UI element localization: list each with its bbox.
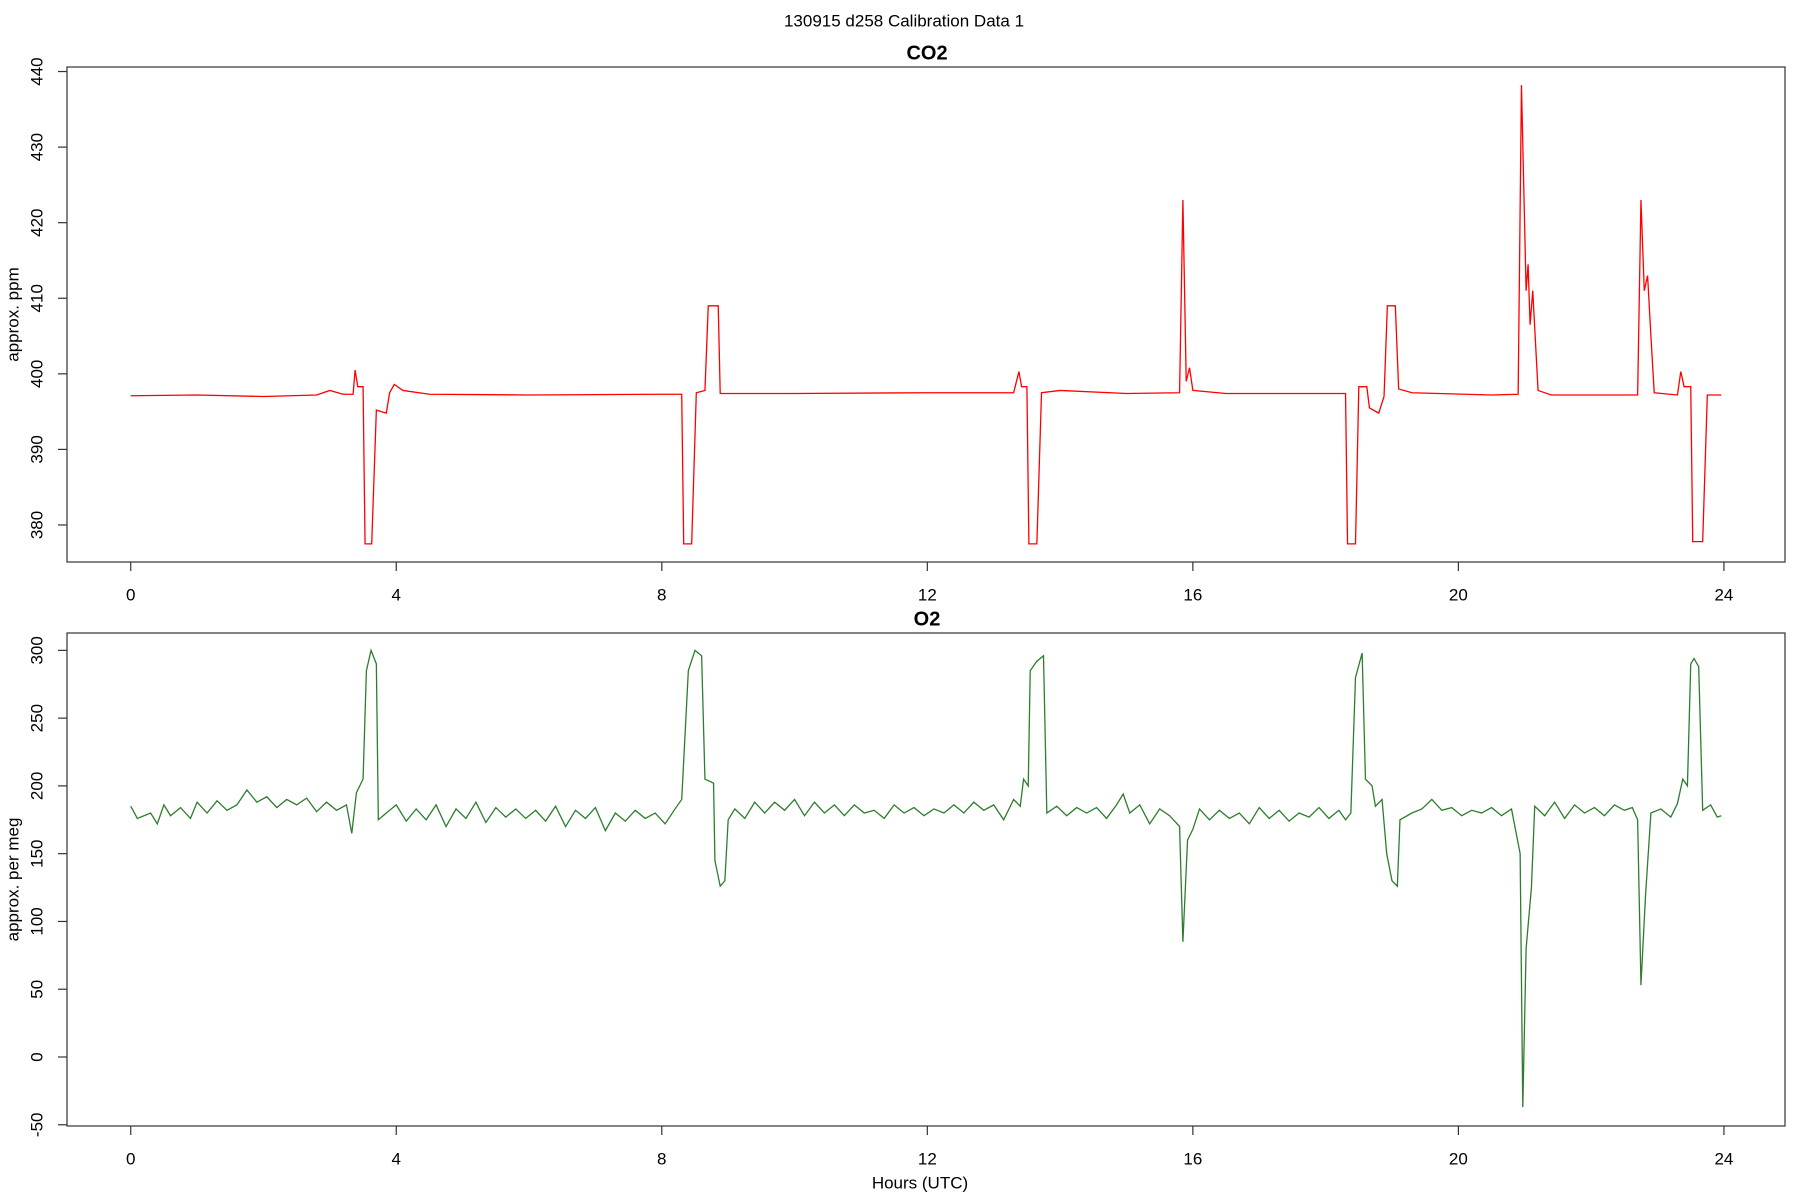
x-tick-label: 20: [1449, 585, 1468, 604]
y-axis-label: approx. per meg: [3, 818, 22, 942]
y-axis-label: approx. ppm: [3, 267, 22, 362]
x-axis-label: Hours (UTC): [872, 1173, 968, 1192]
y-tick-label: 400: [27, 360, 46, 388]
page-title: 130915 d258 Calibration Data 1: [784, 11, 1024, 30]
y-tick-label: 50: [27, 980, 46, 999]
y-tick-label: 410: [27, 284, 46, 312]
data-line: [130, 85, 1722, 545]
plot-frame: [66, 632, 1786, 1127]
x-tick-label: 4: [392, 585, 401, 604]
panel-title: CO2: [906, 42, 947, 64]
data-line: [130, 648, 1722, 1108]
x-tick-label: 8: [657, 1149, 666, 1168]
y-tick-label: 430: [27, 133, 46, 161]
y-tick-label: 250: [27, 704, 46, 732]
y-tick-label: 200: [27, 772, 46, 800]
panel-title: O2: [914, 608, 941, 630]
x-tick-label: 0: [126, 1149, 135, 1168]
y-tick-label: -50: [27, 1112, 46, 1137]
plot-frame: [66, 66, 1786, 563]
x-tick-label: 12: [918, 585, 937, 604]
x-tick-label: 12: [918, 1149, 937, 1168]
y-tick-label: 150: [27, 839, 46, 867]
x-tick-label: 0: [126, 585, 135, 604]
y-tick-label: 300: [27, 636, 46, 664]
y-tick-label: 420: [27, 208, 46, 236]
x-tick-label: 8: [657, 585, 666, 604]
x-tick-label: 4: [392, 1149, 401, 1168]
y-tick-label: 0: [27, 1052, 46, 1061]
x-tick-label: 16: [1183, 1149, 1202, 1168]
x-tick-label: 24: [1714, 585, 1733, 604]
y-tick-label: 440: [27, 57, 46, 85]
y-tick-label: 380: [27, 511, 46, 539]
y-tick-label: 390: [27, 435, 46, 463]
y-tick-label: 100: [27, 907, 46, 935]
x-tick-label: 20: [1449, 1149, 1468, 1168]
x-tick-label: 16: [1183, 585, 1202, 604]
x-tick-label: 24: [1714, 1149, 1733, 1168]
